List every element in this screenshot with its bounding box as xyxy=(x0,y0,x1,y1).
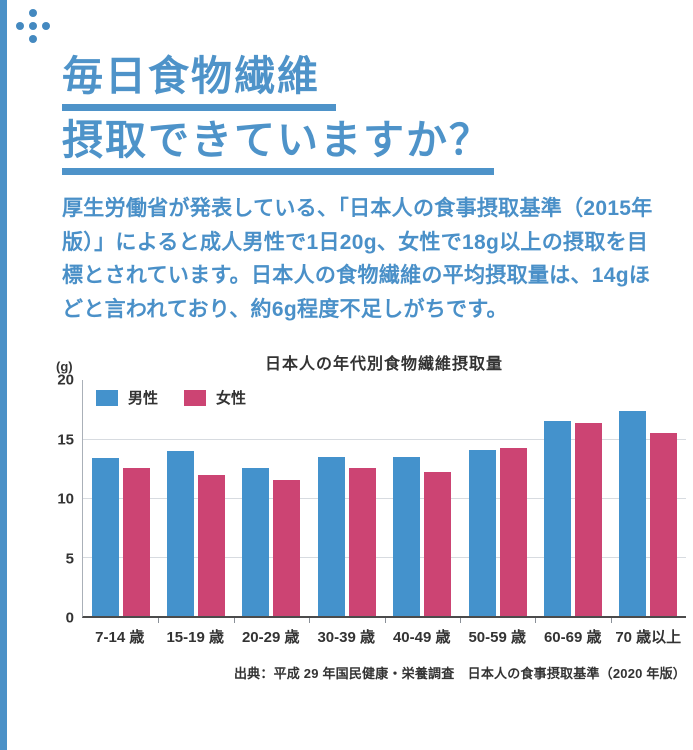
plot-area: 男性 女性 xyxy=(82,380,686,624)
chart-header: (g) 日本人の年代別食物繊維摂取量 xyxy=(40,350,686,374)
bar-group xyxy=(535,380,610,617)
y-tick-label: 10 xyxy=(57,490,74,508)
legend-label: 女性 xyxy=(216,390,247,408)
bar-女性 xyxy=(273,479,301,617)
x-axis-label: 40-49 歳 xyxy=(392,629,451,647)
bar-男性 xyxy=(317,457,345,617)
page-title-line-2: 摂取できていますか？ xyxy=(62,120,494,175)
legend-swatch xyxy=(96,389,118,406)
y-tick-label: 20 xyxy=(57,371,74,389)
bar-女性 xyxy=(424,472,452,617)
dot xyxy=(16,22,24,30)
dot xyxy=(29,35,37,43)
left-accent-border xyxy=(0,0,7,750)
bar-group xyxy=(83,380,158,617)
chart-legend: 男性 女性 xyxy=(96,387,246,408)
x-axis-tick xyxy=(309,618,311,624)
bar-男性 xyxy=(619,411,647,617)
y-tick-label: 15 xyxy=(57,431,74,449)
bar-group xyxy=(385,380,460,617)
intro-paragraph: 厚生労働省が発表している、「日本人の食事摂取基準（2015年版）」によると成人男… xyxy=(62,197,653,321)
dot xyxy=(29,9,37,17)
bar-女性 xyxy=(122,467,150,617)
bar-女性 xyxy=(348,467,376,617)
source-citation: 出典：平成 29 年国民健康・栄養調査 日本人の食事摂取基準（2020 年版） xyxy=(233,666,686,682)
x-axis-tick xyxy=(384,618,386,624)
chart-title: 日本人の年代別食物繊維摂取量 xyxy=(264,356,503,374)
x-axis-labels: 7-14 歳 15-19 歳 20-29 歳 30-39 歳 40-49 歳 50-59 … xyxy=(82,626,686,647)
dot xyxy=(42,22,50,30)
bar-group xyxy=(158,380,233,617)
bar-group xyxy=(611,380,686,617)
x-axis-label: 15-19 歳 xyxy=(166,629,225,647)
bars-container xyxy=(83,380,686,617)
x-axis-label: 30-39 歳 xyxy=(317,629,376,647)
bar-男性 xyxy=(91,458,119,617)
bar-女性 xyxy=(574,422,602,617)
fiber-intake-bar-chart: (g) 日本人の年代別食物繊維摂取量 0 5 10 15 20 男性 女性 7-14 歳 1… xyxy=(40,350,686,647)
y-tick-label: 5 xyxy=(65,550,74,568)
bar-女性 xyxy=(198,474,226,617)
bar-男性 xyxy=(543,420,571,617)
y-tick-label: 0 xyxy=(65,609,74,627)
bar-男性 xyxy=(167,451,195,617)
y-axis-unit-label: (g) xyxy=(56,359,73,375)
bar-男性 xyxy=(468,450,496,617)
bar-男性 xyxy=(393,457,421,617)
bar-group xyxy=(460,380,535,617)
content-area: 毎日食物繊維 摂取できていますか？ 厚生労働省が発表している、「日本人の食事摂取… xyxy=(40,56,686,682)
bar-女性 xyxy=(650,433,678,617)
dots-plus-decoration xyxy=(16,9,50,43)
page-title-line-1: 毎日食物繊維 xyxy=(62,56,336,111)
chart-body: 0 5 10 15 20 男性 女性 xyxy=(40,372,686,627)
legend-label: 男性 xyxy=(128,390,159,408)
x-axis-tick xyxy=(233,618,235,624)
gridline xyxy=(83,498,686,500)
dot xyxy=(29,22,37,30)
x-axis-tick xyxy=(459,618,461,624)
x-axis-label: 20-29 歳 xyxy=(241,629,300,647)
x-axis-label: 7-14 歳 xyxy=(95,629,145,647)
legend-swatch xyxy=(184,389,207,406)
gridline xyxy=(83,557,686,559)
legend-item: 女性 xyxy=(184,387,246,408)
x-axis-label: 70 歳以上 xyxy=(615,629,682,647)
bar-group xyxy=(309,380,384,617)
bar-女性 xyxy=(499,447,527,617)
bar-group xyxy=(234,380,309,617)
x-axis-tick xyxy=(535,618,537,624)
x-axis-label: 50-59 歳 xyxy=(468,629,527,647)
legend-item: 男性 xyxy=(96,387,158,408)
x-axis-label: 60-69 歳 xyxy=(543,629,602,647)
y-axis-labels: 0 5 10 15 20 xyxy=(40,372,82,627)
bar-男性 xyxy=(242,467,270,617)
x-axis-tick xyxy=(610,618,612,624)
gridline xyxy=(83,439,686,441)
page-title: 毎日食物繊維 摂取できていますか？ xyxy=(62,56,686,175)
x-axis-tick xyxy=(158,618,160,624)
